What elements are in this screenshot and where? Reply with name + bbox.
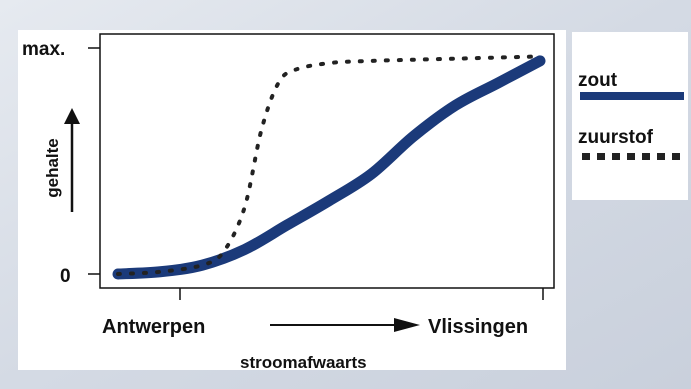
legend-dot bbox=[642, 153, 650, 160]
x-tick-label-antwerpen: Antwerpen bbox=[102, 316, 205, 338]
series-line-zout bbox=[112, 55, 546, 280]
x-axis-label: stroomafwaarts bbox=[240, 353, 367, 372]
y-axis-arrowhead bbox=[64, 108, 80, 124]
x-tick-label-vlissingen: Vlissingen bbox=[428, 316, 528, 338]
legend-dot bbox=[597, 153, 605, 160]
legend-dot bbox=[657, 153, 665, 160]
chart-panel bbox=[18, 30, 566, 370]
legend-dot bbox=[627, 153, 635, 160]
legend-label-zout: zout bbox=[578, 70, 618, 91]
legend-dot bbox=[672, 153, 680, 160]
legend-swatch-zuurstof bbox=[582, 153, 680, 160]
y-tick-label-zero: 0 bbox=[60, 266, 71, 287]
y-tick-label-max: max. bbox=[22, 39, 65, 60]
series-layer bbox=[112, 54, 546, 280]
x-axis-arrowhead bbox=[394, 318, 420, 332]
legend-swatch-zout bbox=[580, 92, 684, 100]
y-axis-label: gehalte bbox=[43, 138, 62, 198]
series-line-zuurstof bbox=[116, 54, 542, 276]
legend-panel bbox=[572, 32, 688, 200]
legend-label-zuurstof: zuurstof bbox=[578, 127, 654, 148]
plot-frame bbox=[99, 33, 555, 289]
legend-dot bbox=[612, 153, 620, 160]
legend-dot bbox=[582, 153, 590, 160]
